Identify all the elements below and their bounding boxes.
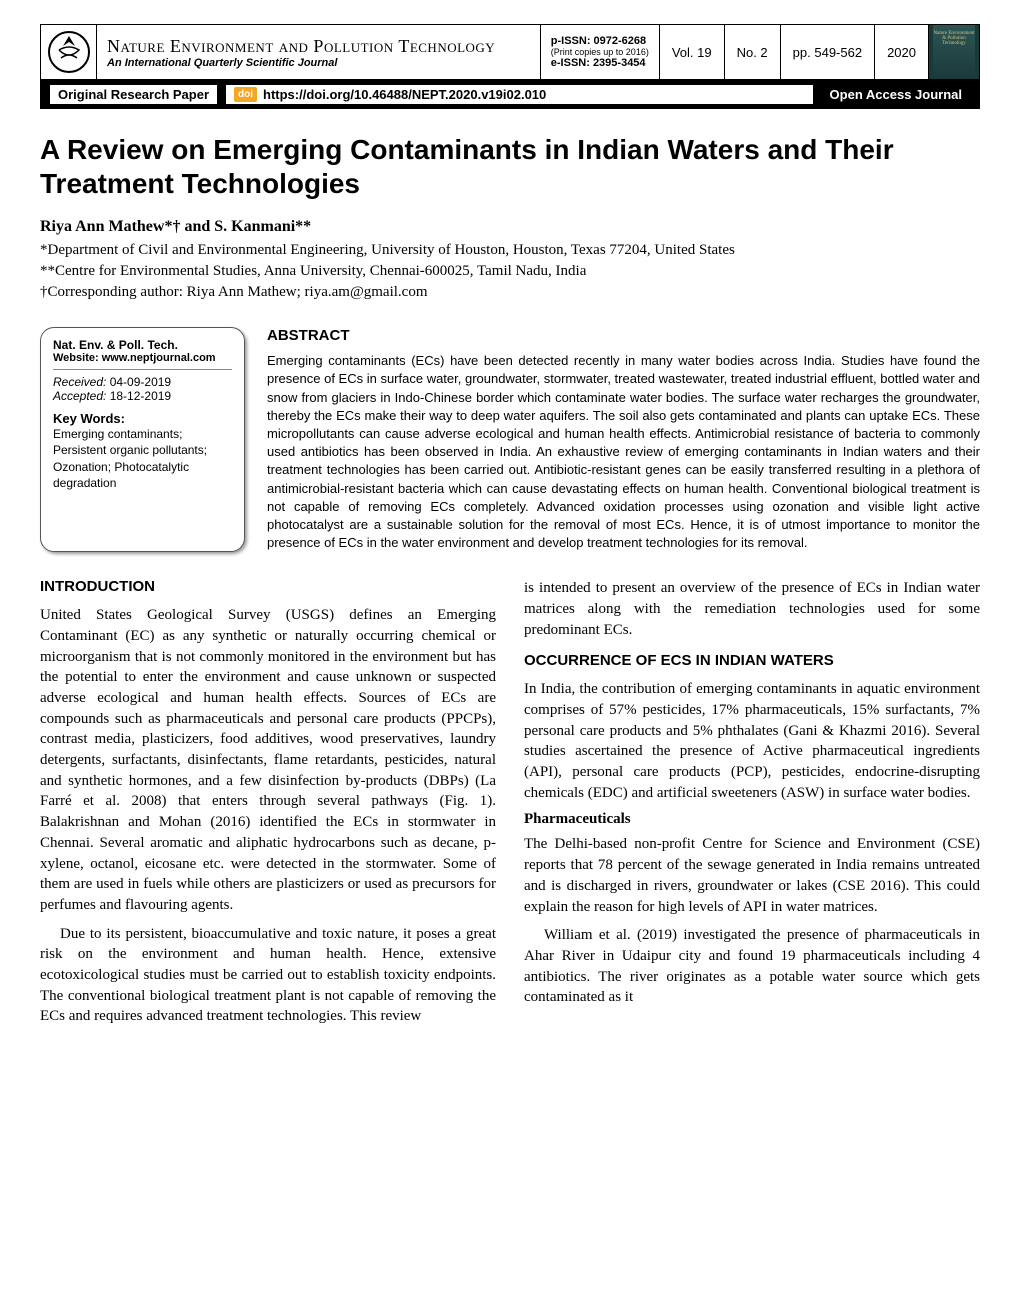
right-p2: In India, the contribution of emerging c… xyxy=(524,679,980,803)
doi-link[interactable]: https://doi.org/10.46488/NEPT.2020.v19i0… xyxy=(263,87,546,102)
right-p1: is intended to present an overview of th… xyxy=(524,578,980,640)
affiliation-1: *Department of Civil and Environmental E… xyxy=(40,240,980,261)
doi-block[interactable]: doi https://doi.org/10.46488/NEPT.2020.v… xyxy=(225,84,814,105)
print-note: (Print copies up to 2016) xyxy=(551,47,649,57)
abstract-column: ABSTRACT Emerging contaminants (ECs) hav… xyxy=(267,327,980,552)
keywords-list: Emerging contaminants; Persistent organi… xyxy=(53,426,232,491)
intro-p1: United States Geological Survey (USGS) d… xyxy=(40,605,496,915)
issn-cell: p-ISSN: 0972-6268 (Print copies up to 20… xyxy=(541,25,660,79)
cover-thumb-cell: Nature Environment & Pollution Technolog… xyxy=(929,25,979,79)
occurrence-heading: OCCURRENCE OF ECS IN INDIAN WATERS xyxy=(524,652,980,669)
logo-icon xyxy=(47,30,91,74)
pages-cell: pp. 549-562 xyxy=(781,25,875,79)
pharma-subheading: Pharmaceuticals xyxy=(524,811,980,828)
open-access-badge: Open Access Journal xyxy=(822,85,970,104)
intro-p2: Due to its persistent, bioaccumulative a… xyxy=(40,924,496,1027)
p-issn: p-ISSN: 0972-6268 xyxy=(551,35,649,47)
journal-title: Nature Environment and Pollution Technol… xyxy=(107,36,530,57)
received-label: Received: xyxy=(53,375,106,389)
journal-name-cell: Nature Environment and Pollution Technol… xyxy=(97,25,541,79)
info-divider xyxy=(53,369,232,370)
journal-logo xyxy=(41,25,97,79)
intro-heading: INTRODUCTION xyxy=(40,578,496,595)
volume-cell: Vol. 19 xyxy=(660,25,725,79)
header-bar: Nature Environment and Pollution Technol… xyxy=(40,24,980,80)
black-bar: Original Research Paper doi https://doi.… xyxy=(40,80,980,109)
abstract-row: Nat. Env. & Poll. Tech. Website: www.nep… xyxy=(40,327,980,552)
received-row: Received: 04-09-2019 xyxy=(53,375,232,389)
accepted-label: Accepted: xyxy=(53,389,106,403)
paper-type-badge: Original Research Paper xyxy=(50,85,217,104)
accepted-date: 18-12-2019 xyxy=(106,389,171,403)
keywords-title: Key Words: xyxy=(53,411,232,426)
abstract-text: Emerging contaminants (ECs) have been de… xyxy=(267,352,980,552)
body-columns: INTRODUCTION United States Geological Su… xyxy=(40,578,980,1035)
received-date: 04-09-2019 xyxy=(106,375,171,389)
article-title: A Review on Emerging Contaminants in Ind… xyxy=(40,133,980,200)
right-p3: The Delhi-based non-profit Centre for Sc… xyxy=(524,834,980,917)
corresponding-author: †Corresponding author: Riya Ann Mathew; … xyxy=(40,282,980,303)
right-p4: William et al. (2019) investigated the p… xyxy=(524,925,980,1008)
doi-icon: doi xyxy=(234,87,257,102)
accepted-row: Accepted: 18-12-2019 xyxy=(53,389,232,403)
e-issn: e-ISSN: 2395-3454 xyxy=(551,57,649,69)
year-cell: 2020 xyxy=(875,25,929,79)
authors: Riya Ann Mathew*† and S. Kanmani** xyxy=(40,218,980,236)
journal-subtitle: An International Quarterly Scientific Jo… xyxy=(107,57,530,69)
cover-thumb: Nature Environment & Pollution Technolog… xyxy=(933,25,975,79)
info-box: Nat. Env. & Poll. Tech. Website: www.nep… xyxy=(40,327,245,552)
info-website[interactable]: Website: www.neptjournal.com xyxy=(53,352,232,364)
info-journal-abbrev: Nat. Env. & Poll. Tech. xyxy=(53,338,232,352)
affiliation-2: **Centre for Environmental Studies, Anna… xyxy=(40,261,980,282)
issue-cell: No. 2 xyxy=(725,25,781,79)
abstract-heading: ABSTRACT xyxy=(267,327,980,344)
left-column: INTRODUCTION United States Geological Su… xyxy=(40,578,496,1035)
right-column: is intended to present an overview of th… xyxy=(524,578,980,1035)
